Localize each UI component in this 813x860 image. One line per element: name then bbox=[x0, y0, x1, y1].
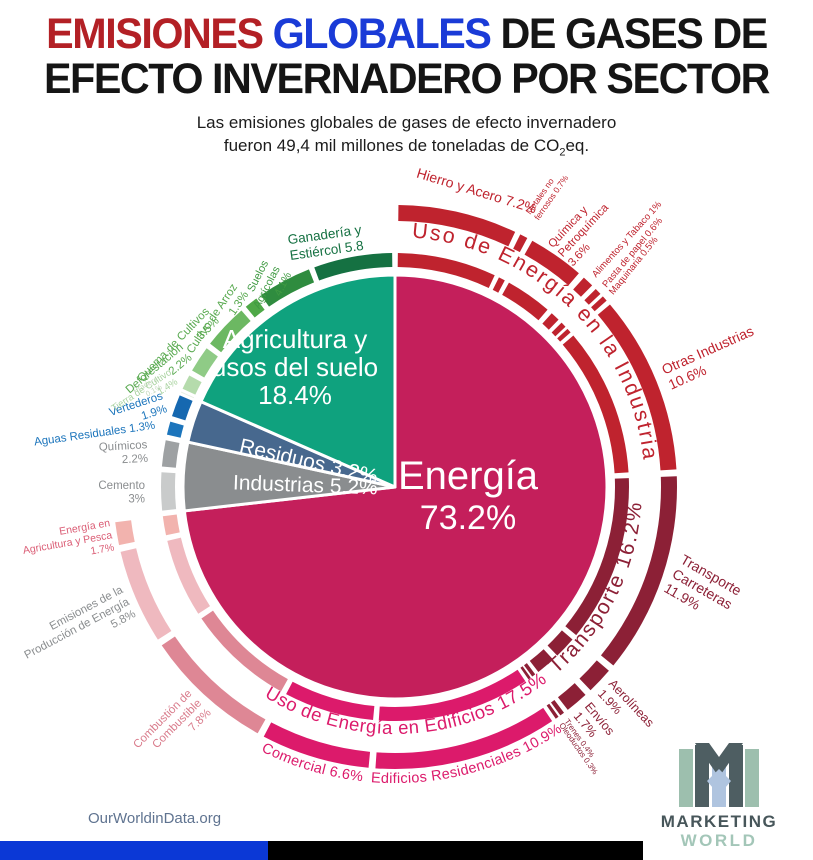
svg-text:Metales noferrosos 0.7%: Metales noferrosos 0.7% bbox=[524, 167, 571, 222]
ring-a-segment-cemento bbox=[161, 472, 177, 511]
ring-b-segment-trenes bbox=[550, 699, 565, 716]
ring-a-segment-emisiones-de-la-produccion-de-energia bbox=[167, 537, 211, 614]
co2-subscript: 2 bbox=[559, 146, 566, 159]
title-de-gases-de: DE GASES DE bbox=[490, 10, 768, 58]
ring-a-segment-vertederos bbox=[171, 395, 193, 421]
label-metales-no-ferrosos: Metales noferrosos 0.7% bbox=[524, 167, 571, 222]
ring-a-segment-ganaderia-y-estiercol bbox=[314, 253, 393, 281]
svg-text:Químicos2.2%: Químicos2.2% bbox=[98, 439, 148, 467]
label-cemento: Cemento 3% bbox=[98, 480, 145, 506]
ring-a-segment-quimica-y-petroquimica bbox=[502, 282, 548, 321]
subtitle-line-1: Las emisiones globales de gases de efect… bbox=[196, 113, 617, 132]
pie-label-agricultura-y-usos-del-suelo: Agricultura y usos del suelo 18.4% bbox=[212, 324, 378, 410]
ring-a-segment-envios bbox=[529, 649, 554, 672]
marketing-world-logo: MARKETING WORLD bbox=[639, 743, 799, 851]
ring-b-segment-maquinaria bbox=[591, 296, 607, 312]
ring-a-segment-suelos-agricolas bbox=[260, 269, 315, 307]
ring-a-segment-aerolineas bbox=[547, 630, 573, 656]
label-transporte-carreteras: TransporteCarreteras11.9% bbox=[662, 551, 745, 627]
svg-text:Energía enAgricultura y Pesca1: Energía enAgricultura y Pesca1.7% bbox=[20, 517, 116, 569]
ourworldindata-link[interactable]: OurWorldinData.org bbox=[88, 810, 222, 827]
ring-a-segment-hierro-y-acero bbox=[397, 253, 495, 288]
ring-a-segment-combustion-de-combustible bbox=[201, 610, 288, 692]
ring-a-segment-transporte-carreteras bbox=[565, 478, 629, 636]
ring-a-segment-pasta-de-papel bbox=[551, 322, 566, 337]
ring-b-segment-combustion-de-combustible bbox=[161, 636, 266, 734]
footer-bar-blue bbox=[0, 841, 268, 860]
ring-a-segment-alimentos-y-tabaco bbox=[542, 313, 559, 330]
ring-a-segment-oleoductos bbox=[520, 666, 531, 680]
title-emisiones: EMISIONES bbox=[46, 10, 264, 58]
ring-b-segment-envios bbox=[557, 683, 586, 710]
title-line-2: EFECTO INVERNADERO POR SECTOR bbox=[43, 55, 771, 103]
ring-a-segment-maquinaria bbox=[557, 328, 571, 342]
footer-bar-black bbox=[268, 841, 643, 860]
ring-a-segment-comercial bbox=[286, 681, 375, 720]
ring-b-segment-metales-no-ferrosos bbox=[513, 234, 528, 253]
ring-b-segment-quimica-y-petroquimica bbox=[524, 240, 579, 286]
title-globales: GLOBALES bbox=[262, 10, 492, 58]
title-line-1: EMISIONES GLOBALES DE GASES DE bbox=[16, 12, 796, 57]
ring-a-segment-metales-no-ferrosos bbox=[492, 277, 505, 293]
ring-a-segment-trenes bbox=[524, 663, 536, 677]
header: EMISIONES GLOBALES DE GASES DE EFECTO IN… bbox=[0, 12, 813, 164]
chart-subtitle: Las emisiones globales de gases de efect… bbox=[0, 111, 813, 164]
ring-b-segment-emisiones-de-la-produccion-de-energia bbox=[120, 548, 172, 640]
ring-b-segment-oleoductos bbox=[546, 703, 559, 719]
mw-monogram-icon bbox=[679, 743, 759, 807]
ring-a-segment-energia-en-agricultura-y-pesca bbox=[162, 514, 180, 536]
svg-text:Emisiones de laProducción de E: Emisiones de laProducción de Energía5.8% bbox=[16, 584, 138, 674]
svg-text:TransporteCarreteras11.9%: TransporteCarreteras11.9% bbox=[662, 551, 745, 627]
ring-b-segment-hierro-y-acero bbox=[398, 205, 516, 247]
ring-b-segment-comercial bbox=[263, 722, 371, 768]
pie-label-industrias: Industrias 5.2% bbox=[233, 471, 378, 499]
ring-b-segment-aerolineas bbox=[579, 660, 609, 691]
ring-a-segment-deforestacion bbox=[192, 348, 218, 378]
subtitle-line-2: fueron 49,4 mil millones de toneladas de… bbox=[223, 136, 590, 159]
svg-text:Industrias 5.2%: Industrias 5.2% bbox=[233, 471, 378, 499]
pie-slice-agricultura-y-usos-del-suelo bbox=[199, 273, 397, 489]
ring-b-segment-alimentos-y-tabaco bbox=[573, 277, 593, 297]
ring-a-segment-pradera bbox=[180, 391, 195, 399]
ring-b-segment-otras-industrias bbox=[597, 304, 677, 471]
ring-b-segment-transporte-carreteras bbox=[600, 476, 678, 666]
ring-a-segment-edificios-residenciales bbox=[378, 669, 526, 722]
svg-text:Combustión deCombustible7.8%: Combustión deCombustible7.8% bbox=[131, 688, 213, 770]
logo-text-marketing: MARKETING bbox=[660, 812, 778, 831]
label-energia-en-agricultura-y-pesca: Energía enAgricultura y Pesca1.7% bbox=[20, 517, 116, 569]
ring-a-segment-tierra-de-cultivo bbox=[182, 375, 202, 395]
ring-a-segment-cultivo-de-arroz bbox=[245, 298, 265, 318]
label-emisiones-de-la-produccion-de-energia: Emisiones de laProducción de Energía5.8% bbox=[16, 584, 138, 674]
pie-label-energia: Energía 73.2% bbox=[398, 454, 539, 537]
ring-a-segment-otras-industrias bbox=[562, 335, 629, 474]
ring-b-segment-pasta-de-papel bbox=[584, 288, 601, 305]
ring-a-segment-quema-de-cultivos bbox=[210, 310, 251, 353]
label-otras-industrias: Otras Industrias10.6% bbox=[659, 323, 763, 393]
ring-a-segment-quimicos bbox=[161, 440, 180, 468]
logo-text-world: WORLD bbox=[680, 831, 758, 850]
ring-b-segment-energia-en-agricultura-y-pesca bbox=[115, 520, 135, 546]
label-combustion-de-combustible: Combustión deCombustible7.8% bbox=[131, 688, 213, 770]
ring-a-segment-aguas-residuales bbox=[166, 421, 184, 438]
ring-b-segment-edificios-residenciales bbox=[375, 707, 553, 769]
label-quimicos: Químicos2.2% bbox=[98, 439, 148, 467]
svg-text:Otras Industrias10.6%: Otras Industrias10.6% bbox=[659, 323, 763, 393]
